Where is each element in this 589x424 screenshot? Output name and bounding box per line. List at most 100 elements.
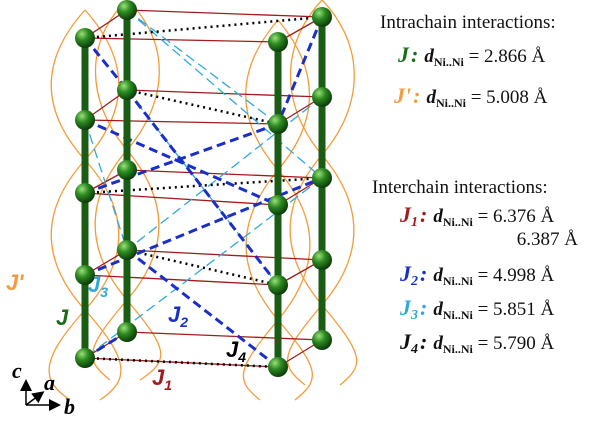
distance-value: = 5.008 Å (466, 87, 548, 108)
ni-atom (117, 322, 137, 342)
j1-bond (84, 119, 279, 125)
distance-symbol: d (433, 333, 443, 354)
symbol: J (152, 365, 165, 390)
sub: 3 (100, 284, 108, 300)
ni-atoms (75, 0, 332, 377)
j2-bond (84, 122, 279, 195)
ni-atom (312, 330, 332, 350)
symbol-sub: 2 (410, 274, 418, 289)
j1-bond (84, 192, 279, 206)
distance-value: = 5.851 Å (473, 299, 555, 320)
symbol: J (226, 337, 239, 362)
ni-atom (268, 195, 288, 215)
distance-value: = 4.998 Å (473, 265, 555, 286)
label-j1: J1 (152, 365, 172, 393)
j2-bond (276, 16, 324, 125)
j4-bond (84, 15, 323, 40)
j3-bond (126, 89, 279, 286)
sub: 1 (164, 377, 172, 393)
ni-atom (268, 357, 288, 377)
colon: : (420, 329, 427, 354)
j1-bond (84, 37, 279, 43)
interchain-row: J4: dNi..Ni = 5.790 Å (399, 329, 555, 357)
distance-sub: Ni..Ni (436, 96, 467, 110)
j1-bond (126, 249, 323, 261)
colon: : (420, 202, 427, 227)
ni-atom (268, 32, 288, 52)
axes (20, 379, 61, 411)
distance-symbol: d (426, 87, 436, 108)
symbol: J (399, 261, 412, 286)
distance-value: = 2.866 Å (464, 46, 546, 67)
axis-a (25, 391, 45, 406)
ni-atom (75, 265, 95, 285)
distance-value: = 5.790 Å (473, 333, 555, 354)
ni-atom (75, 28, 95, 48)
ni-atom (268, 275, 288, 295)
distance-sub: Ni..Ni (443, 342, 474, 356)
ni-atom (312, 87, 332, 107)
intrachain-row: J: dNi..Ni = 2.866 Å (397, 42, 546, 69)
ni-atom (312, 7, 332, 27)
label-j-prime: J' (6, 270, 24, 295)
label-j3: J3 (88, 272, 108, 300)
j4-bond (84, 356, 279, 369)
symbol: J (168, 302, 181, 327)
distance-sub: Ni..Ni (434, 55, 465, 69)
j3-bond (126, 9, 279, 125)
distance-sub: Ni..Ni (443, 215, 474, 229)
ni-atom (312, 168, 332, 188)
label-j2: J2 (168, 302, 188, 330)
ni-atom (75, 348, 95, 368)
colon: : (411, 42, 418, 67)
j3-bond (126, 96, 323, 251)
sub: 2 (179, 314, 188, 330)
symbol: J' (393, 83, 411, 108)
interchain-row: J1: dNi..Ni = 6.376 Å (399, 202, 555, 230)
ni-atom (117, 80, 137, 100)
symbol: J (397, 42, 410, 67)
axis-a-label: a (44, 370, 55, 395)
interchain-value-2: 6.387 Å (517, 229, 579, 250)
symbol-sub: 1 (411, 215, 418, 230)
j1-bond (126, 9, 323, 18)
label-j4: J4 (226, 337, 246, 365)
colon: : (413, 83, 420, 108)
ni-atom (75, 110, 95, 130)
j2-bond (84, 176, 323, 277)
interchain-title: Interchain interactions: (372, 177, 548, 198)
j1-bond (84, 274, 279, 286)
colon: : (420, 295, 427, 320)
distance-symbol: d (433, 265, 443, 286)
ni-atom (312, 250, 332, 270)
j4-bond (126, 248, 279, 287)
ni-atom (117, 160, 137, 180)
distance-symbol: d (433, 206, 443, 227)
colon: : (420, 261, 427, 286)
j2-bond (83, 37, 129, 91)
interchain-row: J2: dNi..Ni = 4.998 Å (399, 261, 555, 289)
axis-c-label: c (12, 358, 22, 383)
intrachain-title: Intrachain interactions: (380, 12, 556, 33)
label-j: J (56, 305, 69, 330)
symbol-sub: 3 (410, 308, 418, 323)
distance-symbol: d (433, 299, 443, 320)
symbol: J (88, 272, 101, 297)
figure-labels: J' J J3 J2 J4 J1 (6, 270, 246, 393)
j4-bond (126, 88, 279, 126)
j1-bond (126, 331, 323, 341)
ni-atom (268, 114, 288, 134)
axis-b-label: b (64, 394, 75, 419)
ni-atom (117, 0, 137, 20)
j3-bond (126, 9, 323, 179)
distance-sub: Ni..Ni (443, 308, 474, 322)
interchain-row: J3: dNi..Ni = 5.851 Å (399, 295, 555, 323)
symbol-sub: 4 (410, 342, 418, 357)
ni-atom (117, 240, 137, 260)
bonds (83, 9, 324, 369)
j2-bond (126, 248, 279, 369)
ni-atom (75, 183, 95, 203)
symbol: J (399, 202, 412, 227)
j-prime-curves (48, 0, 358, 401)
